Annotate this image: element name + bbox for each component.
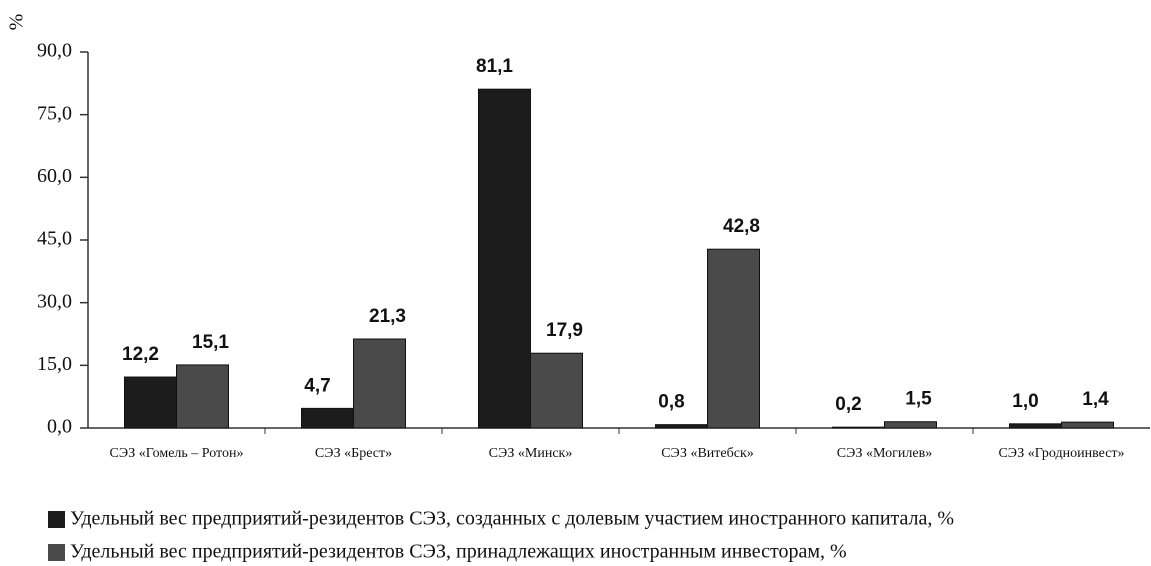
bar	[478, 88, 531, 429]
value-label: 4,7	[304, 375, 330, 396]
y-tick-label: 45,0	[37, 228, 72, 250]
y-tick-label: 90,0	[37, 40, 72, 62]
legend-marker	[48, 511, 65, 528]
bar	[707, 248, 760, 429]
bar	[530, 352, 583, 429]
bar	[353, 338, 406, 429]
bar	[1009, 423, 1062, 429]
y-tick-label: 0,0	[47, 416, 72, 438]
y-axis-label: %	[6, 14, 28, 31]
legend-marker	[48, 544, 65, 561]
bar	[124, 376, 177, 429]
value-label: 12,2	[122, 344, 159, 365]
value-label: 0,8	[658, 392, 684, 413]
value-label: 1,5	[905, 389, 932, 410]
value-label: 21,3	[369, 306, 406, 327]
legend-label: Удельный вес предприятий-резидентов СЭЗ,…	[70, 508, 954, 530]
legend-label: Удельный вес предприятий-резидентов СЭЗ,…	[70, 541, 847, 563]
value-label: 17,9	[546, 320, 583, 341]
bar	[301, 407, 354, 429]
value-label: 81,1	[476, 56, 513, 77]
bar	[655, 424, 708, 429]
bar	[884, 421, 937, 429]
y-tick-label: 75,0	[37, 102, 72, 124]
value-label: 1,4	[1082, 389, 1109, 410]
y-tick-label: 30,0	[37, 290, 72, 312]
value-label: 42,8	[723, 216, 760, 237]
x-tick-label: СЭЗ «Витебск»	[661, 446, 754, 461]
x-tick-label: СЭЗ «Гродноинвест»	[998, 446, 1124, 461]
value-label: 15,1	[192, 332, 229, 353]
x-tick-label: СЭЗ «Минск»	[489, 446, 573, 461]
x-tick-label: СЭЗ «Могилев»	[837, 446, 932, 461]
x-tick-label: СЭЗ «Гомель – Ротон»	[110, 446, 244, 461]
bar	[176, 364, 229, 429]
x-tick-label: СЭЗ «Брест»	[315, 446, 392, 461]
bar	[1061, 421, 1114, 429]
y-tick-label: 60,0	[37, 165, 72, 187]
value-label: 1,0	[1012, 391, 1038, 412]
y-tick-label: 15,0	[37, 353, 72, 375]
value-label: 0,2	[835, 394, 861, 415]
bar	[832, 426, 885, 429]
